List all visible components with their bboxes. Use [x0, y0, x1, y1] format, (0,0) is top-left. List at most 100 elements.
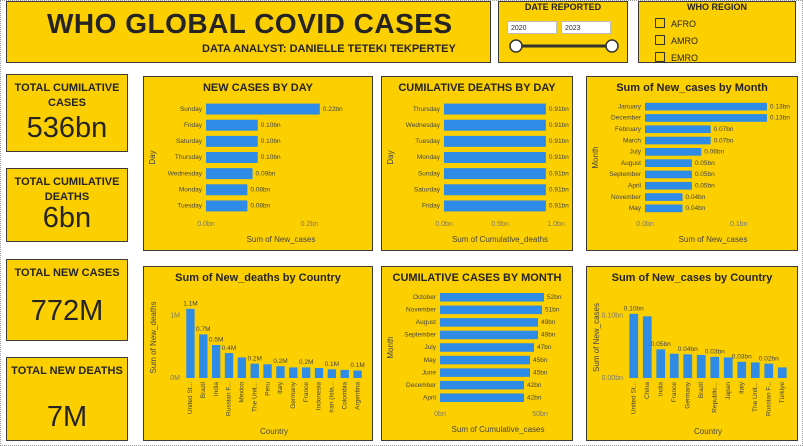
category-label: Indonesia [316, 382, 323, 411]
bar [669, 353, 679, 378]
bar [206, 135, 258, 147]
chart-card: NEW CASES BY DAY 0.0bn 0.2bn Sunday 0.22bn Fr… [143, 76, 373, 251]
value-label: 0.91bn [549, 106, 569, 113]
value-label: 0.05bn [651, 341, 671, 348]
value-label: 0.04bn [686, 205, 706, 212]
x-tick-label: 0.2bn [301, 221, 319, 228]
category-label: Sunday [418, 170, 441, 177]
value-label: 0.7M [196, 326, 210, 333]
bar [444, 135, 546, 147]
value-label: 0.13bn [770, 115, 790, 122]
bar [710, 356, 720, 378]
category-label: Thursday [413, 106, 441, 113]
kpi-value: 6bn [42, 202, 92, 234]
region-option[interactable]: AMRO [655, 35, 698, 46]
value-label: 49bn [541, 319, 556, 326]
category-label: November [611, 194, 642, 201]
bar [656, 349, 666, 378]
region-option[interactable]: AFRO [655, 18, 696, 29]
kpi-card: TOTAL CUMILATIVE DEATHS 6bn [6, 168, 128, 242]
kpi-value: 772M [30, 295, 104, 327]
slicer-title: DATE REPORTED [524, 2, 602, 12]
bar [444, 184, 546, 196]
value-label: 0.08bn [250, 203, 270, 210]
slicer-title: WHO REGION [687, 2, 747, 12]
y-tick-label: 1M [170, 313, 180, 320]
kpi-card: TOTAL CUMILATIVE CASES 536bn [6, 74, 128, 152]
end-date[interactable]: 2023 [561, 21, 611, 34]
category-label: Wednesday [168, 170, 203, 177]
chart-title: NEW CASES BY DAY [203, 82, 314, 94]
start-date[interactable]: 2020 [507, 21, 557, 34]
bar [440, 330, 538, 340]
y-axis-label: Month [591, 146, 600, 168]
category-label: Monday [179, 187, 203, 194]
x-tick-label: 0.1bn [730, 221, 748, 228]
chart: Sum of New_cases by Country 0.00bn 0.10bn U… [592, 272, 787, 436]
category-label: Tuesday [177, 203, 202, 210]
region-option[interactable]: EMRO [655, 52, 698, 62]
category-label: Japan [725, 382, 732, 400]
y-tick-label: 0.00bn [602, 375, 624, 382]
y-tick-label: 0.10bn [602, 313, 624, 320]
bar [444, 103, 546, 115]
chart-title: Sum of New_deaths by Country [175, 272, 342, 284]
chart-card: Sum of New_deaths by Country 0M 1M United S… [143, 266, 373, 441]
category-label: Wednesday [406, 122, 441, 129]
x-axis-label: Sum of Cumulative_cases [452, 425, 545, 434]
bar [224, 353, 234, 378]
category-label: May [424, 357, 437, 364]
category-label: Italy [277, 381, 284, 394]
value-label: 0.08bn [250, 187, 270, 194]
category-label: Peru [264, 382, 271, 396]
value-label: 0.2M [247, 355, 261, 362]
value-label: 0.4M [222, 345, 236, 352]
kpi-card: TOTAL NEW CASES 772M [6, 259, 128, 341]
value-label: 0.07bn [714, 137, 734, 144]
y-axis-label: Sum of New_cases [592, 303, 601, 372]
bar [777, 367, 787, 378]
bar [440, 393, 524, 402]
bar [696, 354, 706, 378]
y-axis-label: Sum of New_deaths [149, 301, 158, 373]
value-label: 0.1M [325, 361, 339, 368]
category-label: Saturday [176, 138, 203, 145]
kpi-value: 536bn [26, 112, 108, 144]
bar [199, 334, 208, 378]
value-label: 42bn [527, 382, 542, 389]
bar [206, 184, 248, 196]
value-label: 0.91bn [549, 122, 569, 129]
bar [440, 380, 524, 390]
category-label: February [615, 126, 642, 133]
category-label: July [629, 149, 641, 156]
region-slicer: WHO REGION AFRO AMRO EMRO [638, 1, 796, 63]
chart: Sum of New_cases by Month 0.0bn 0.1bn Janua… [591, 82, 790, 244]
bar [237, 357, 247, 378]
chart-card: Sum of New_cases by Month 0.0bn 0.1bn Janua… [586, 76, 798, 251]
value-label: 0.10bn [261, 154, 281, 161]
value-label: 45bn [533, 369, 548, 376]
category-label: October [413, 294, 437, 301]
value-label: 1.1M [183, 301, 197, 308]
y-axis-label: Month [386, 336, 395, 358]
chart-card: Sum of New_cases by Country 0.00bn 0.10bn U… [586, 266, 798, 441]
chart-title: CUMILATIVE DEATHS BY DAY [398, 82, 556, 94]
category-label: May [629, 205, 642, 212]
category-label: April [423, 394, 437, 401]
category-label: November [406, 307, 437, 314]
value-label: 0.03bn [705, 349, 725, 356]
kpi-label: TOTAL CUMILATIVE CASES [14, 82, 120, 109]
value-label: 0.10bn [261, 122, 281, 129]
bar [440, 355, 530, 365]
range-slider[interactable] [499, 38, 627, 54]
bar [250, 363, 259, 378]
value-label: 0.22bn [323, 106, 343, 113]
value-label: 0.06bn [704, 149, 724, 156]
x-tick-label: 0bn [434, 411, 446, 418]
category-label: Argentina [354, 382, 361, 410]
bar [440, 305, 542, 315]
category-label: India [213, 382, 220, 396]
category-label: The Unit... [752, 382, 759, 412]
category-label: The Unit... [251, 382, 258, 412]
